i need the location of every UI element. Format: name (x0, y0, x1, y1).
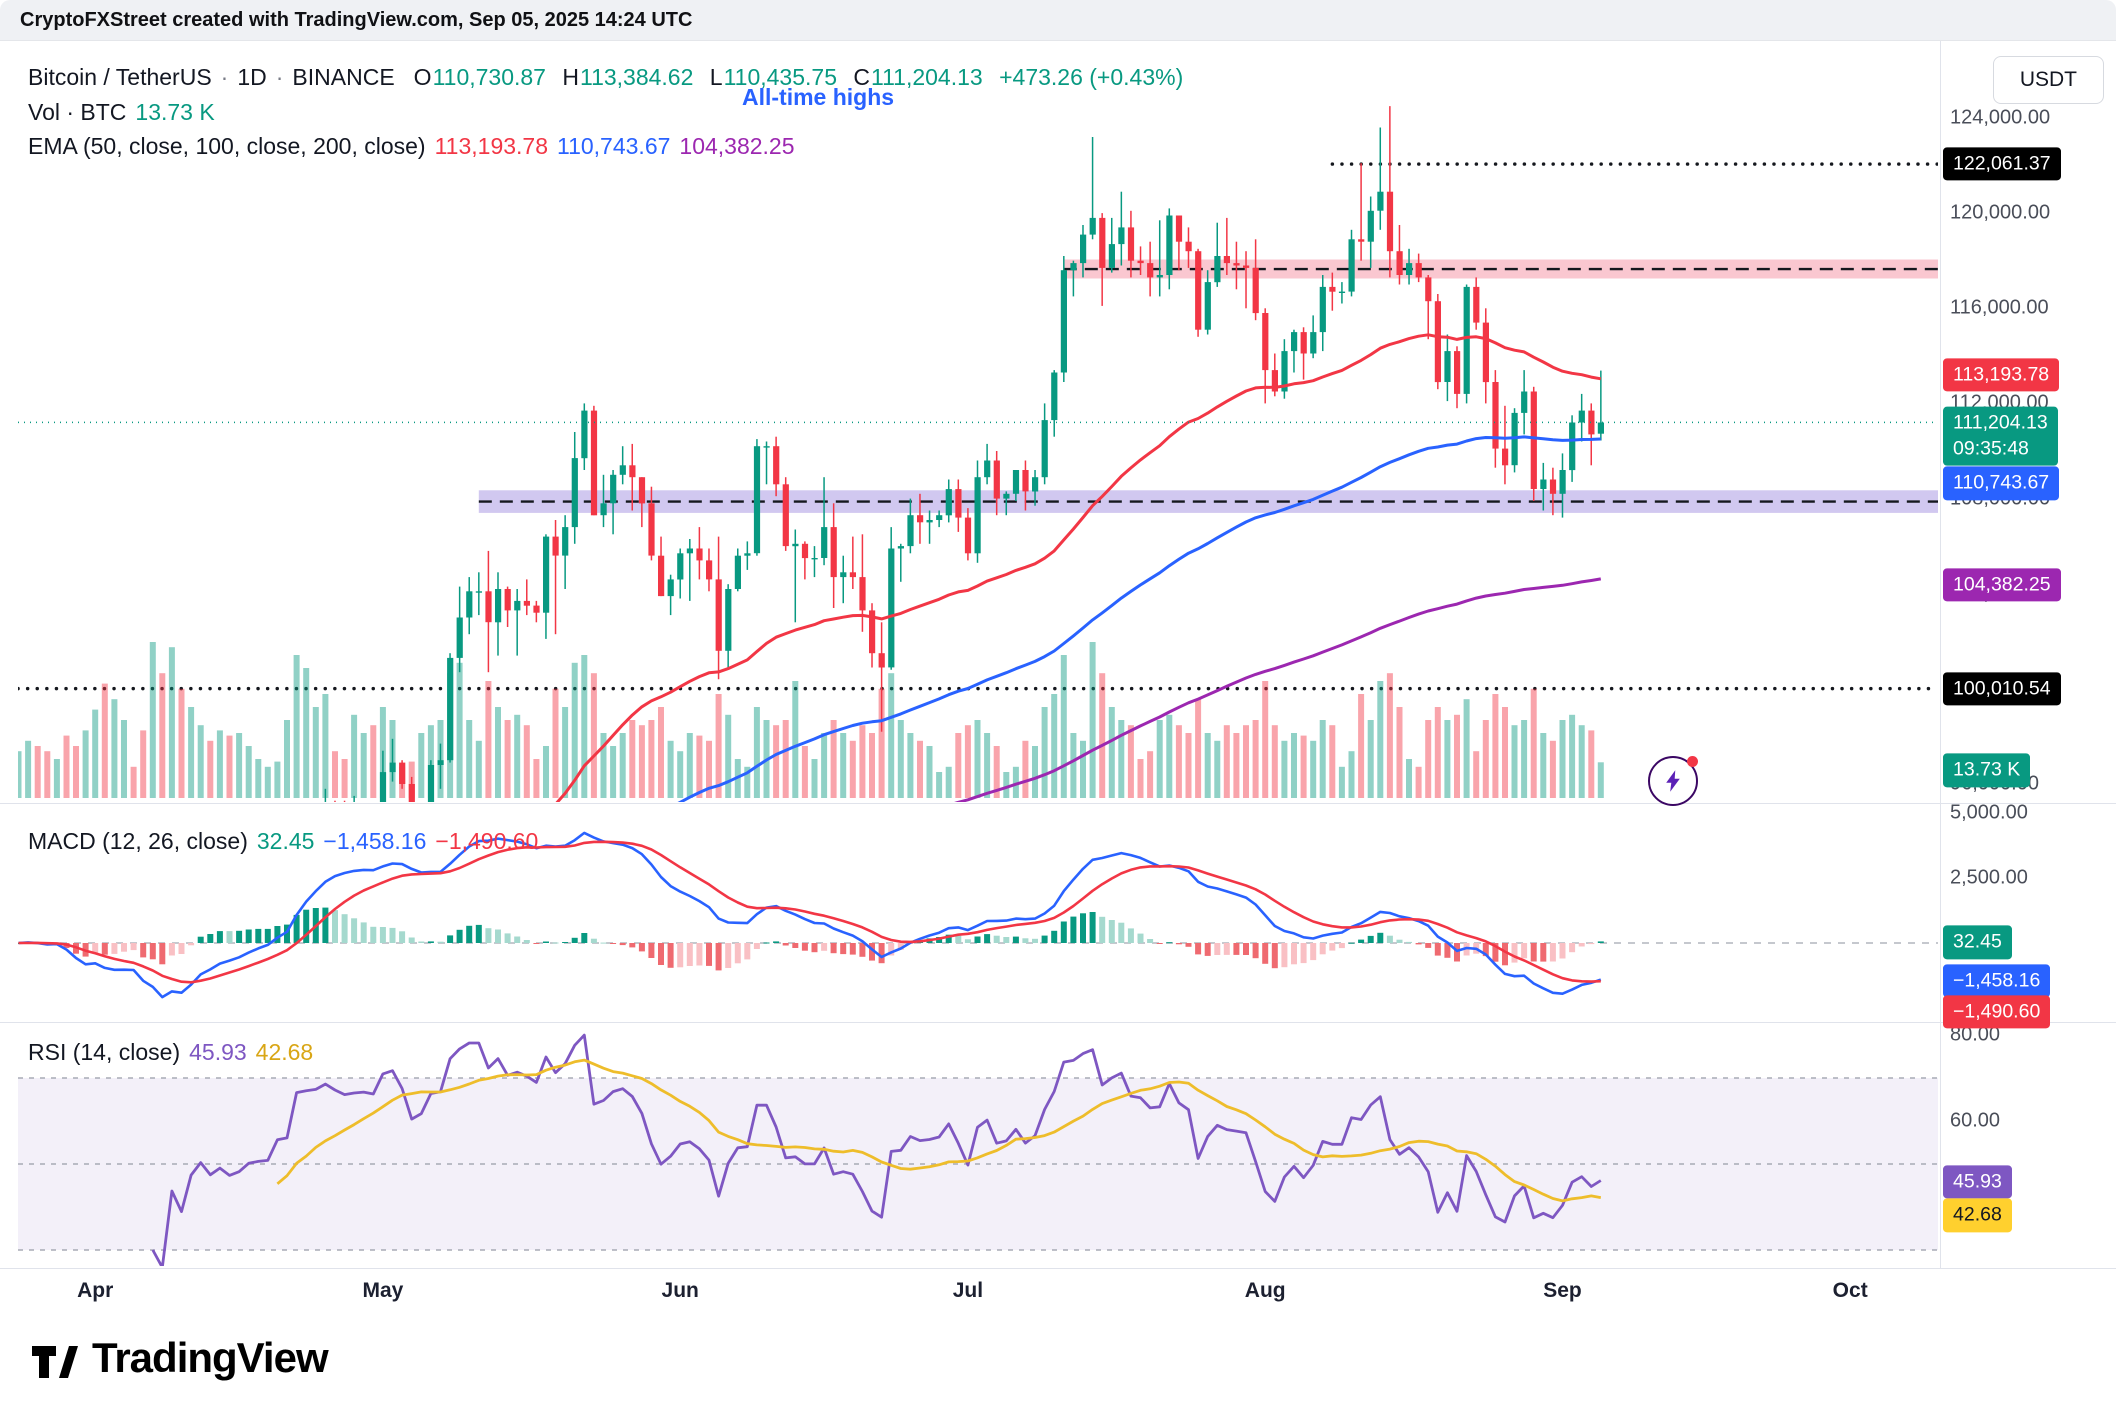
change-value: +473.26 (+0.43%) (999, 64, 1184, 90)
macd-line-value: −1,458.16 (323, 828, 427, 854)
tradingview-logo[interactable]: TradingView (30, 1334, 329, 1382)
ema-legend: EMA (50, close, 100, close, 200, close) … (28, 133, 795, 160)
tradingview-logo-icon (32, 1346, 78, 1378)
macd-hist-value: 32.45 (256, 828, 315, 854)
low-label: L (709, 64, 723, 90)
symbol-name[interactable]: Bitcoin / TetherUS (28, 64, 212, 90)
rsi-legend: RSI (14, close) 45.93 42.68 (28, 1039, 313, 1066)
tradingview-brand-text: TradingView (92, 1334, 329, 1381)
flash-icon[interactable] (1648, 756, 1698, 806)
macd-signal-value: −1,490.60 (435, 828, 539, 854)
ema50-value: 113,193.78 (434, 133, 548, 159)
high-label: H (562, 64, 579, 90)
rsi-legend-title[interactable]: RSI (14, close) (28, 1039, 181, 1065)
close-label: C (853, 64, 870, 90)
attribution-text: CryptoFXStreet created with TradingView.… (20, 8, 693, 31)
open-label: O (413, 64, 432, 90)
low-value: 110,435.75 (723, 64, 837, 90)
separator: · (220, 64, 229, 90)
exchange[interactable]: BINANCE (292, 64, 395, 90)
currency-button[interactable]: USDT (1992, 56, 2104, 104)
interval[interactable]: 1D (237, 64, 267, 90)
volume-legend: Vol · BTC 13.73 K (28, 99, 215, 126)
ema100-value: 110,743.67 (557, 133, 671, 159)
rsi-ma-value: 42.68 (255, 1039, 314, 1065)
macd-legend: MACD (12, 26, close) 32.45 −1,458.16 −1,… (28, 828, 538, 855)
lightning-bolt-icon (1666, 770, 1680, 792)
price-axis[interactable] (1941, 110, 2116, 1268)
symbol-legend: Bitcoin / TetherUS · 1D · BINANCE O110,7… (28, 64, 1184, 91)
volume-legend-title[interactable]: Vol · BTC (28, 99, 127, 125)
close-value: 111,204.13 (871, 64, 983, 90)
ema200-value: 104,382.25 (679, 133, 795, 159)
high-value: 113,384.62 (579, 64, 694, 90)
macd-legend-title[interactable]: MACD (12, 26, close) (28, 828, 248, 854)
ohlc-values: O110,730.87 H113,384.62 L110,435.75 C111… (404, 64, 1185, 91)
separator: · (275, 64, 284, 90)
volume-legend-value: 13.73 K (135, 99, 215, 125)
attribution-bar: CryptoFXStreet created with TradingView.… (0, 0, 2116, 41)
footer: TradingView (0, 1310, 2116, 1424)
ath-annotation: All-time highs (742, 84, 895, 110)
open-value: 110,730.87 (432, 64, 546, 90)
ema-legend-title[interactable]: EMA (50, close, 100, close, 200, close) (28, 133, 426, 159)
notification-dot (1687, 756, 1698, 767)
time-axis[interactable] (0, 1269, 1940, 1311)
rsi-value: 45.93 (189, 1039, 247, 1065)
